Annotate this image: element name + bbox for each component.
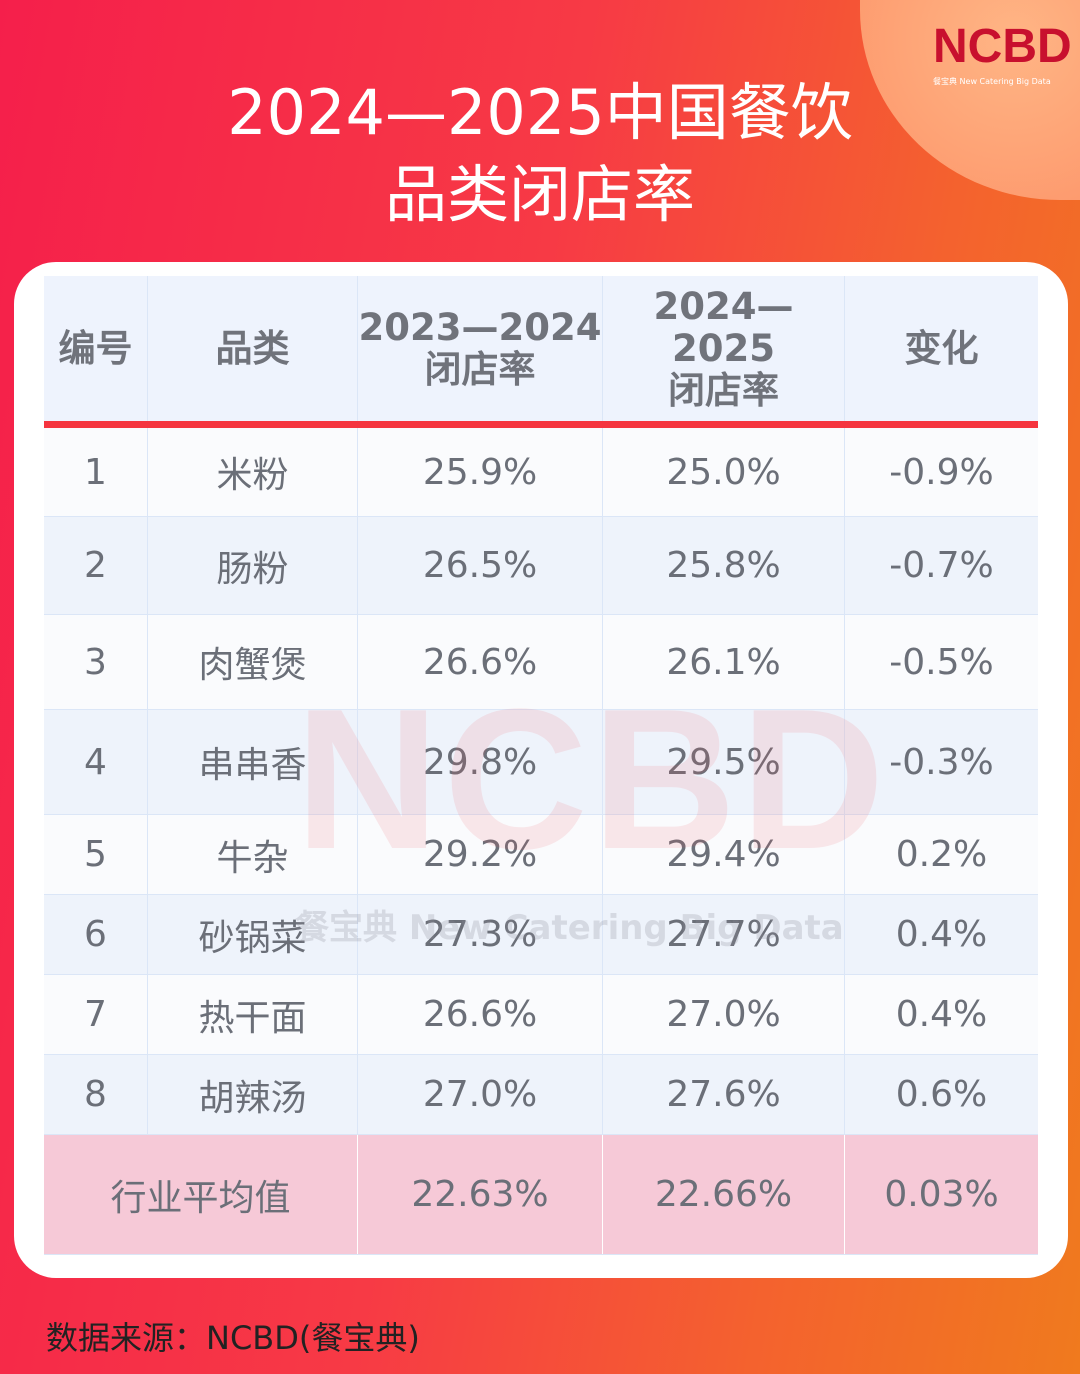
page-title: 2024—2025中国餐饮 品类闭店率 xyxy=(0,72,1080,236)
header-text: 2024—2025 xyxy=(653,284,794,370)
row-rate-2024-2025: 25.0% xyxy=(603,428,845,516)
table-row: 6 砂锅菜 27.3% 27.7% 0.4% xyxy=(44,895,1038,975)
row-number: 6 xyxy=(44,895,148,974)
logo-text: NCBD xyxy=(933,20,1072,73)
row-change: -0.3% xyxy=(889,741,994,783)
row-rate-2023-2024: 26.6% xyxy=(358,615,603,709)
table-row: 2 肠粉 26.5% 25.8% -0.7% xyxy=(44,517,1038,615)
row-category: 砂锅菜 xyxy=(148,895,358,974)
header-divider xyxy=(44,421,1038,428)
row-change: -0.9% xyxy=(889,451,994,493)
header-change: 变化 xyxy=(904,326,979,370)
row-number: 2 xyxy=(44,517,148,614)
header-rate-2024-2025: 2024—2025 闭店率 xyxy=(603,276,845,421)
row-number: 5 xyxy=(44,815,148,894)
row-number: 4 xyxy=(44,710,148,814)
data-source: 数据来源：NCBD(餐宝典) xyxy=(46,1319,420,1357)
closure-rate-table: 编号 品类 2023—2024 闭店率 2024—2025 闭店率 变化 1 米粉 25… xyxy=(44,276,1038,1255)
table-row: 4 串串香 29.8% 29.5% -0.3% xyxy=(44,710,1038,815)
row-rate-2024-2025: 25.8% xyxy=(603,517,845,614)
table-row: 8 胡辣汤 27.0% 27.6% 0.6% xyxy=(44,1055,1038,1135)
average-change: 0.03% xyxy=(884,1174,999,1215)
row-number: 8 xyxy=(44,1055,148,1134)
title-line-1: 2024—2025中国餐饮 xyxy=(227,76,853,149)
row-change: 0.4% xyxy=(895,994,988,1035)
header-number: 编号 xyxy=(44,276,148,421)
logo-subtitle: 餐宝典 New Catering Big Data xyxy=(933,77,1051,86)
row-rate-2023-2024: 27.0% xyxy=(358,1055,603,1134)
table-row: 5 牛杂 29.2% 29.4% 0.2% xyxy=(44,815,1038,895)
average-2023-2024: 22.63% xyxy=(358,1135,603,1254)
average-2024-2025: 22.66% xyxy=(603,1135,845,1254)
header-text: 闭店率 xyxy=(668,368,779,412)
row-change: 0.6% xyxy=(895,1074,988,1115)
row-rate-2024-2025: 27.7% xyxy=(603,895,845,974)
row-category: 米粉 xyxy=(148,428,358,516)
row-category: 胡辣汤 xyxy=(148,1055,358,1134)
row-category: 牛杂 xyxy=(148,815,358,894)
row-change: 0.2% xyxy=(895,834,988,875)
row-number: 7 xyxy=(44,975,148,1054)
row-change: 0.4% xyxy=(895,914,988,955)
row-rate-2023-2024: 25.9% xyxy=(358,428,603,516)
row-rate-2023-2024: 27.3% xyxy=(358,895,603,974)
row-rate-2024-2025: 29.5% xyxy=(603,710,845,814)
row-change: -0.7% xyxy=(889,545,994,586)
row-number: 3 xyxy=(44,615,148,709)
table-row: 3 肉蟹煲 26.6% 26.1% -0.5% xyxy=(44,615,1038,710)
header-rate-2023-2024: 2023—2024 闭店率 xyxy=(358,276,603,421)
header-text: 闭店率 xyxy=(424,347,536,391)
row-rate-2024-2025: 29.4% xyxy=(603,815,845,894)
row-category: 热干面 xyxy=(148,975,358,1054)
row-rate-2023-2024: 26.5% xyxy=(358,517,603,614)
row-rate-2023-2024: 29.2% xyxy=(358,815,603,894)
average-row: 行业平均值 22.63% 22.66% 0.03% xyxy=(44,1135,1038,1255)
header-text: 2023—2024 xyxy=(358,305,602,349)
row-category: 串串香 xyxy=(148,710,358,814)
row-number: 1 xyxy=(44,428,148,516)
row-rate-2023-2024: 26.6% xyxy=(358,975,603,1054)
row-rate-2023-2024: 29.8% xyxy=(358,710,603,814)
row-category: 肉蟹煲 xyxy=(148,615,358,709)
table-header: 编号 品类 2023—2024 闭店率 2024—2025 闭店率 变化 xyxy=(44,276,1038,421)
title-line-2: 品类闭店率 xyxy=(384,158,695,231)
header-category: 品类 xyxy=(148,276,358,421)
row-change: -0.5% xyxy=(889,641,994,683)
row-category: 肠粉 xyxy=(148,517,358,614)
row-rate-2024-2025: 27.0% xyxy=(603,975,845,1054)
row-rate-2024-2025: 27.6% xyxy=(603,1055,845,1134)
average-label: 行业平均值 xyxy=(44,1135,358,1254)
table-row: 1 米粉 25.9% 25.0% -0.9% xyxy=(44,428,1038,517)
table-row: 7 热干面 26.6% 27.0% 0.4% xyxy=(44,975,1038,1055)
ncbd-logo: NCBD 餐宝典 New Catering Big Data xyxy=(933,20,1072,87)
row-rate-2024-2025: 26.1% xyxy=(603,615,845,709)
